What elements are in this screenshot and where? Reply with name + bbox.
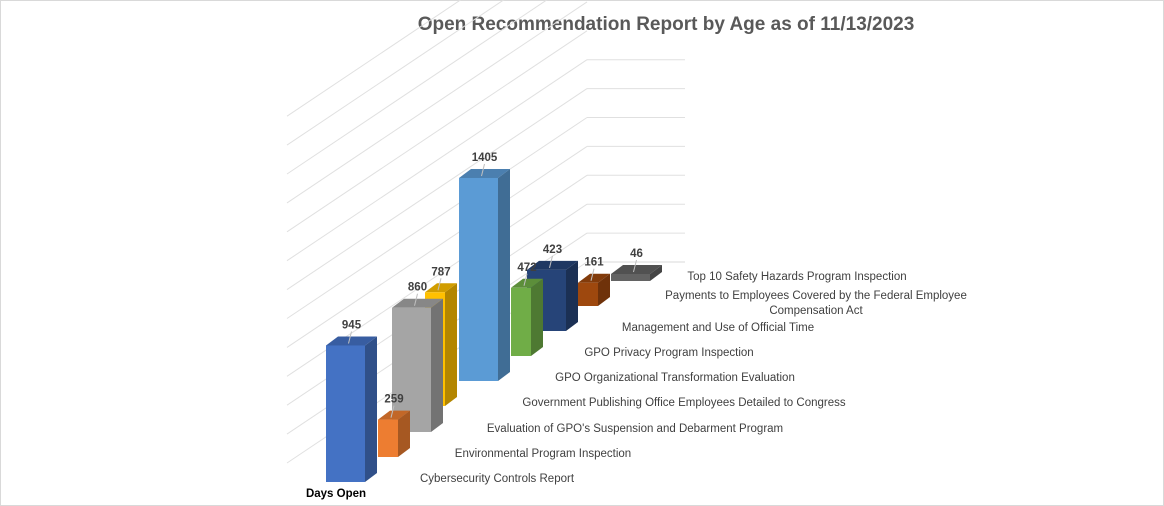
bar-top [425,283,457,293]
bar-front [511,287,531,356]
gridline-wall [286,0,505,146]
bars: 46 161 423 472 1405 787 860 259 945 [326,152,662,482]
bar: 259 [378,394,410,457]
data-label: 472 [517,262,536,274]
data-label: 259 [384,394,403,406]
category-label-line: Management and Use of Official Time [622,322,814,334]
data-label-leader [633,259,637,273]
category-label: GPO Organizational Transformation Evalua… [555,372,795,384]
bar-side [566,260,578,331]
bar: 1405 [459,152,510,381]
gridline-wall [286,30,588,233]
category-label-line: Environmental Program Inspection [455,448,631,460]
bar-side [598,273,610,306]
bar-side [650,265,662,281]
category-label-line: Payments to Employees Covered by the Fed… [665,290,967,302]
data-label-leader [549,255,553,268]
category-label: Cybersecurity Controls Report [420,473,575,485]
bar: 945 [326,319,377,482]
bar-top [578,273,610,283]
category-label: Top 10 Safety Hazards Program Inspection [687,271,906,283]
bar-side [365,336,377,482]
category-label-line: GPO Privacy Program Inspection [584,347,753,359]
bar-top [611,265,662,274]
data-label: 423 [543,244,562,256]
bar: 860 [392,282,443,432]
bar-top [511,278,543,288]
data-label: 161 [584,257,604,269]
category-label-line: Compensation Act [769,305,863,317]
gridline-wall [286,145,588,348]
bar: 46 [611,248,662,281]
category-label-line: Evaluation of GPO's Suspension and Debar… [487,423,783,435]
category-label-line: Top 10 Safety Hazards Program Inspection [687,271,906,283]
bar-front [378,419,398,457]
gridline-wall [286,117,588,319]
bar-top [326,336,377,346]
gridline-wall [286,0,462,117]
data-label-leader [523,273,528,286]
category-labels: Cybersecurity Controls Report Environment… [420,271,967,485]
category-label-line: Government Publishing Office Employees D… [522,397,845,409]
bar-front [326,345,365,482]
bar-top [392,298,443,308]
category-label: Evaluation of GPO's Suspension and Debar… [487,423,783,435]
series-label: Days Open [306,488,366,500]
bar-top [527,260,578,270]
data-label-leader [414,293,418,306]
gridline-wall [286,88,588,291]
data-label-leader [590,268,595,281]
data-label: 787 [431,266,450,278]
data-label: 46 [630,248,643,260]
category-label-line: Cybersecurity Controls Report [420,473,575,485]
bar-side [498,168,510,381]
category-label: GPO Privacy Program Inspection [584,347,753,359]
bar-side [445,283,457,406]
data-label: 860 [408,282,427,294]
bar-side [431,298,443,432]
category-label: Management and Use of Official Time [622,322,814,334]
data-label: 1405 [472,152,498,164]
bar-side [398,410,410,457]
data-label: 945 [342,319,362,331]
bar-front [459,177,498,381]
gridline-wall [286,0,548,175]
data-label-leader [481,163,485,177]
bar-side [531,278,543,356]
bar-top [378,410,410,420]
data-label-leader [348,331,352,344]
gridline-wall [286,59,588,262]
bar-top [459,168,510,178]
bar-front [611,274,650,281]
category-label-line: GPO Organizational Transformation Evalua… [555,372,795,384]
data-label-leader [390,405,395,418]
category-label: Environmental Program Inspection [455,448,631,460]
chart-title: Open Recommendation Report by Age as of … [417,14,915,35]
bar-front [578,282,598,306]
category-label: Payments to Employees Covered by the Fed… [665,290,967,317]
bar: 472 [511,262,543,356]
bar: 161 [578,257,610,306]
gridline-wall [286,1,588,204]
data-label-leader [437,278,442,291]
category-label: Government Publishing Office Employees D… [522,397,845,409]
